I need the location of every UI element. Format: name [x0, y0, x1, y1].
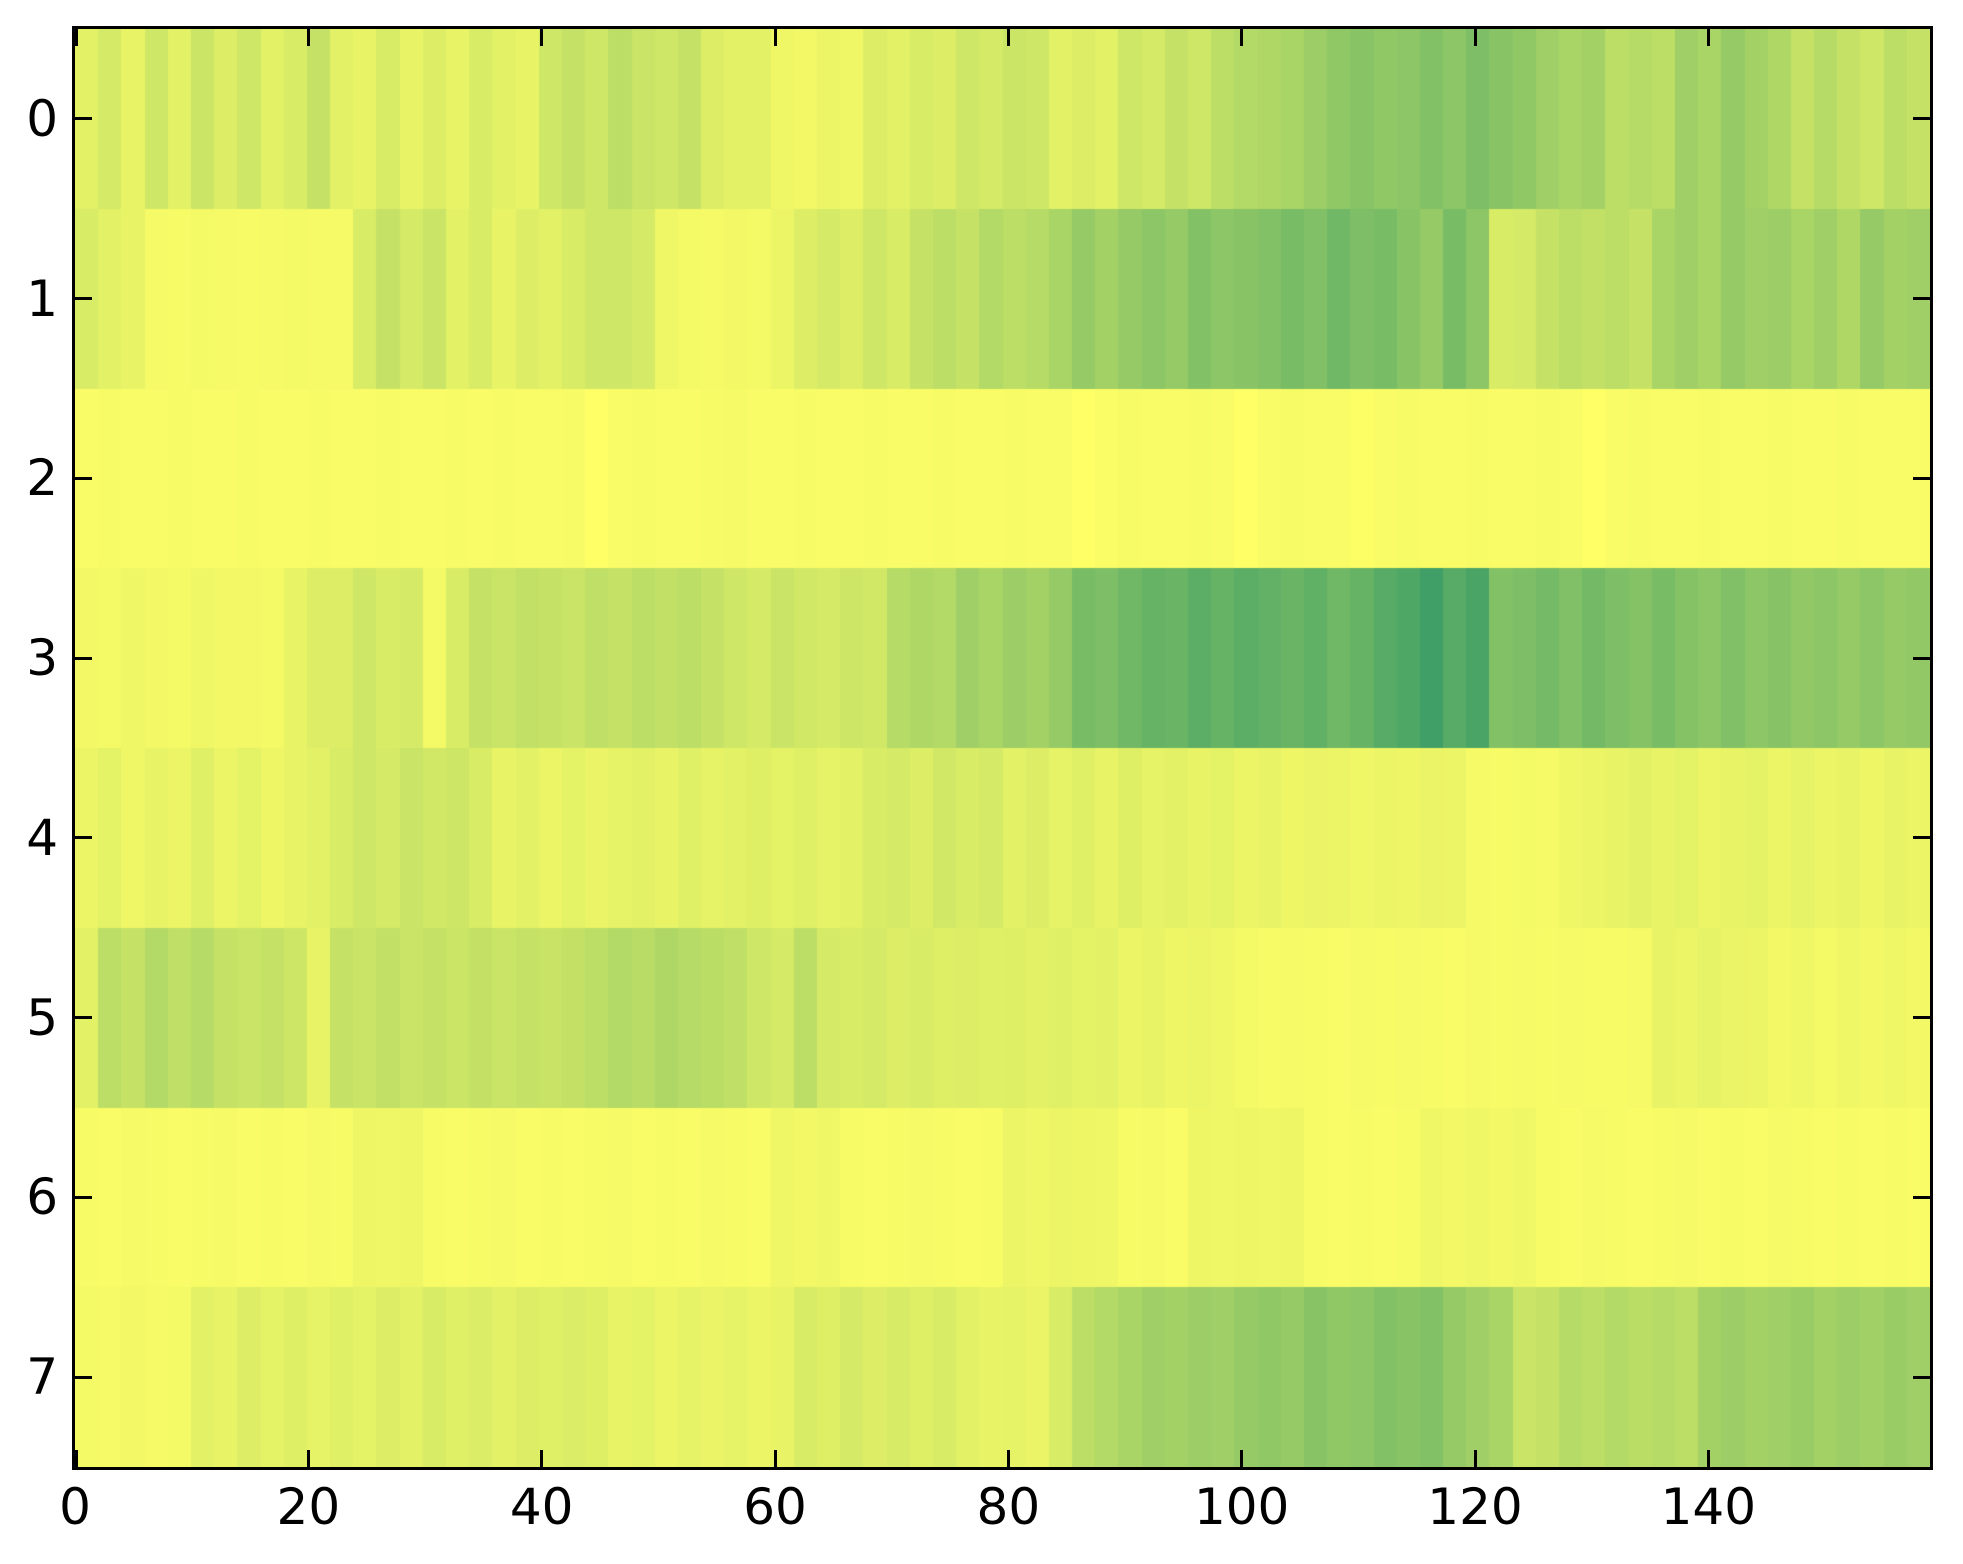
x-tick-top — [1706, 29, 1710, 46]
y-tick-right — [1913, 836, 1930, 840]
y-tick-label: 4 — [26, 808, 58, 867]
y-tick-left — [75, 297, 92, 301]
x-tick-top — [306, 29, 310, 46]
x-tick-bottom — [773, 1450, 777, 1467]
y-tick-left — [75, 1016, 92, 1020]
x-tick-bottom — [306, 1450, 310, 1467]
x-tick-label: 60 — [743, 1478, 807, 1536]
y-tick-left — [75, 1375, 92, 1379]
y-tick-left — [75, 476, 92, 480]
y-tick-right — [1913, 1375, 1930, 1379]
y-tick-label: 6 — [26, 1168, 58, 1227]
x-tick-label: 120 — [1427, 1478, 1523, 1536]
y-tick-left — [75, 836, 92, 840]
plot-area — [72, 26, 1933, 1470]
y-tick-right — [1913, 117, 1930, 121]
x-tick-label: 80 — [976, 1478, 1041, 1536]
x-tick-label: 20 — [276, 1478, 341, 1536]
x-tick-label: 0 — [59, 1478, 91, 1536]
x-tick-top — [75, 29, 78, 46]
y-tick-label: 5 — [26, 988, 58, 1047]
y-tick-right — [1913, 656, 1930, 660]
y-tick-left — [75, 117, 92, 121]
x-tick-bottom — [1473, 1450, 1477, 1467]
y-tick-label: 0 — [26, 89, 58, 148]
y-tick-label: 2 — [26, 449, 58, 508]
x-tick-top — [1006, 29, 1010, 46]
y-tick-left — [75, 1195, 92, 1199]
x-tick-top — [1473, 29, 1477, 46]
x-tick-top — [540, 29, 544, 46]
x-tick-top — [1240, 29, 1244, 46]
x-tick-top — [773, 29, 777, 46]
x-tick-label: 40 — [509, 1478, 574, 1536]
x-tick-bottom — [1006, 1450, 1010, 1467]
x-tick-bottom — [540, 1450, 544, 1467]
y-tick-right — [1913, 476, 1930, 480]
x-tick-bottom — [1240, 1450, 1244, 1467]
heatmap-canvas — [75, 29, 1930, 1467]
y-tick-label: 3 — [26, 629, 58, 688]
y-tick-right — [1913, 297, 1930, 301]
x-tick-label: 140 — [1660, 1478, 1757, 1536]
x-tick-bottom — [1706, 1450, 1710, 1467]
x-tick-bottom — [75, 1450, 78, 1467]
x-tick-label: 100 — [1193, 1478, 1290, 1536]
y-tick-label: 1 — [26, 269, 58, 328]
y-tick-right — [1913, 1016, 1930, 1020]
y-tick-left — [75, 656, 92, 660]
y-tick-label: 7 — [26, 1348, 58, 1407]
y-tick-right — [1913, 1195, 1930, 1199]
